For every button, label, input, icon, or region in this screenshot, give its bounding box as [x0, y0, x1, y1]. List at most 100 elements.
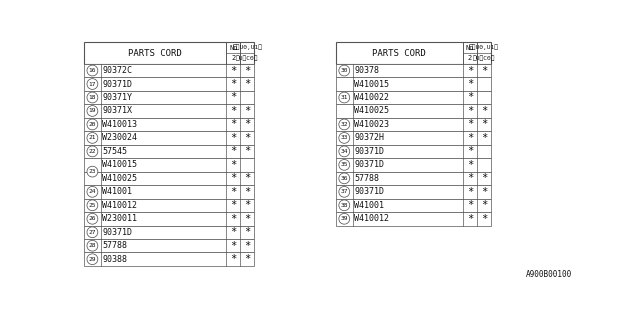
Text: *: *: [230, 173, 237, 183]
Bar: [336, 77, 491, 91]
Text: 17: 17: [89, 82, 96, 86]
Text: 24: 24: [89, 189, 96, 194]
Text: *: *: [467, 79, 473, 89]
Text: *: *: [467, 92, 473, 102]
Text: *: *: [481, 133, 487, 143]
Circle shape: [339, 65, 349, 76]
Text: 18: 18: [89, 95, 96, 100]
Text: *: *: [467, 160, 473, 170]
Text: No: No: [229, 45, 237, 51]
Text: *: *: [230, 214, 237, 224]
Bar: [336, 185, 491, 198]
Bar: [336, 131, 491, 145]
Text: 90371D: 90371D: [355, 187, 385, 196]
Text: *: *: [467, 119, 473, 130]
Text: *: *: [467, 106, 473, 116]
Text: 90378: 90378: [355, 66, 380, 75]
Text: W230024: W230024: [102, 133, 138, 142]
Text: *: *: [467, 214, 473, 224]
Text: W230011: W230011: [102, 214, 138, 223]
Text: *: *: [230, 187, 237, 197]
Text: *: *: [230, 200, 237, 210]
Bar: [336, 64, 491, 77]
Circle shape: [87, 92, 98, 103]
Circle shape: [87, 254, 98, 265]
Text: 26: 26: [89, 216, 96, 221]
Text: 35: 35: [340, 162, 348, 167]
Bar: [84, 131, 254, 145]
Text: PARTS CORD: PARTS CORD: [372, 49, 426, 58]
Text: W410025: W410025: [355, 107, 389, 116]
Circle shape: [339, 92, 349, 103]
Bar: [84, 104, 254, 118]
Text: No: No: [465, 45, 474, 51]
Bar: [84, 198, 254, 212]
Text: W410015: W410015: [355, 80, 389, 89]
Text: 22: 22: [89, 149, 96, 154]
Circle shape: [87, 106, 98, 116]
Text: *: *: [467, 200, 473, 210]
Bar: [336, 198, 491, 212]
Text: 25: 25: [89, 203, 96, 208]
Text: *: *: [244, 200, 250, 210]
Text: *: *: [230, 254, 237, 264]
Text: *: *: [244, 106, 250, 116]
Text: W410025: W410025: [102, 174, 138, 183]
Bar: [84, 185, 254, 198]
Text: *: *: [244, 173, 250, 183]
Circle shape: [87, 166, 98, 177]
Circle shape: [87, 187, 98, 197]
Bar: [84, 145, 254, 158]
Bar: [84, 172, 254, 185]
Text: 29: 29: [89, 257, 96, 262]
Text: 30: 30: [340, 68, 348, 73]
Text: *: *: [244, 254, 250, 264]
Circle shape: [339, 187, 349, 197]
Text: 2: 2: [468, 55, 472, 61]
Text: 16: 16: [89, 68, 96, 73]
Circle shape: [87, 65, 98, 76]
Circle shape: [339, 173, 349, 184]
Circle shape: [87, 240, 98, 251]
Text: 36: 36: [340, 176, 348, 181]
Text: *: *: [481, 119, 487, 130]
Text: A900B00100: A900B00100: [526, 270, 572, 279]
Text: *: *: [230, 92, 237, 102]
Text: 57788: 57788: [102, 241, 127, 250]
Text: 31: 31: [340, 95, 348, 100]
Circle shape: [87, 213, 98, 224]
Text: W410015: W410015: [102, 160, 138, 169]
Text: W410023: W410023: [355, 120, 389, 129]
Text: 90372C: 90372C: [102, 66, 132, 75]
Text: *: *: [467, 173, 473, 183]
Text: *: *: [230, 66, 237, 76]
Text: PARTS CORD: PARTS CORD: [128, 49, 182, 58]
Text: *: *: [230, 119, 237, 130]
Text: 28: 28: [89, 243, 96, 248]
Bar: [84, 77, 254, 91]
Bar: [84, 118, 254, 131]
Text: *: *: [481, 214, 487, 224]
Circle shape: [339, 146, 349, 157]
Circle shape: [87, 119, 98, 130]
Text: *: *: [244, 119, 250, 130]
Text: *: *: [244, 66, 250, 76]
Text: W41001: W41001: [355, 201, 385, 210]
Bar: [336, 212, 491, 226]
Text: *: *: [230, 106, 237, 116]
Text: *: *: [467, 146, 473, 156]
Text: *: *: [230, 79, 237, 89]
Text: 90371D: 90371D: [355, 160, 385, 169]
Text: *: *: [230, 146, 237, 156]
Text: *: *: [230, 241, 237, 251]
Text: 38: 38: [340, 203, 348, 208]
Text: *: *: [481, 66, 487, 76]
Text: 2: 2: [231, 55, 236, 61]
Text: 57788: 57788: [355, 174, 380, 183]
Text: *: *: [481, 187, 487, 197]
Text: 90371X: 90371X: [102, 107, 132, 116]
Bar: [84, 239, 254, 252]
Circle shape: [87, 227, 98, 238]
Text: *: *: [481, 106, 487, 116]
Text: *: *: [230, 227, 237, 237]
